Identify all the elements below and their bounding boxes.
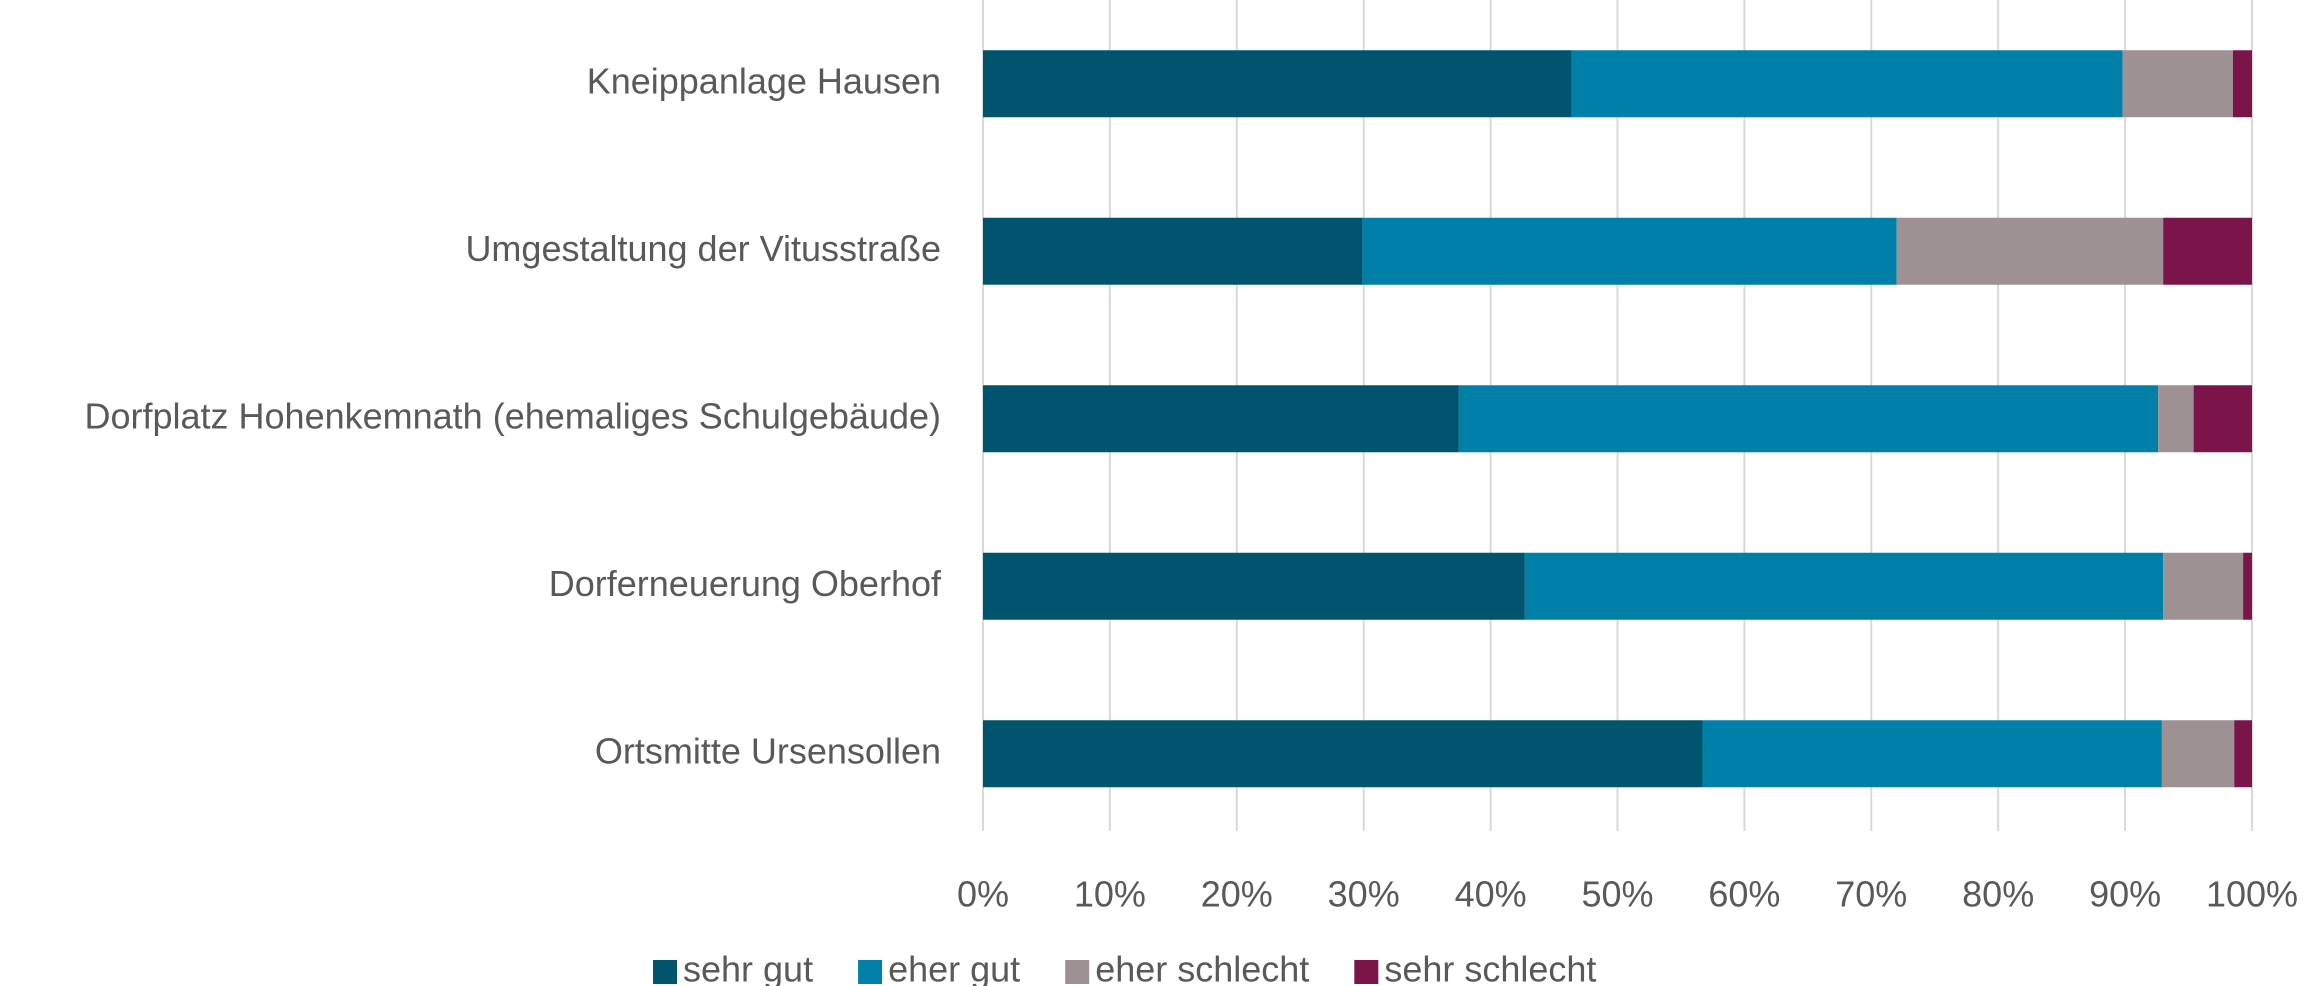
x-tick-label: 100%: [2206, 874, 2298, 915]
bar-segment: [2163, 552, 2244, 620]
y-tick-label: Dorferneuerung Oberhof: [549, 563, 942, 604]
bar-segment: [2163, 217, 2252, 285]
bar-segment: [2234, 720, 2252, 788]
bar-segment: [1524, 552, 2164, 620]
legend-label: sehr schlecht: [1384, 949, 1596, 986]
legend-swatch: [653, 960, 677, 984]
x-tick-label: 40%: [1455, 874, 1527, 915]
bar-segment: [983, 50, 1572, 118]
bar-segment: [2122, 50, 2233, 118]
x-tick-label: 50%: [1581, 874, 1653, 915]
legend-swatch: [858, 960, 883, 984]
y-tick-label: Dorfplatz Hohenkemnath (ehemaliges Schul…: [84, 395, 941, 436]
legend-swatch: [1065, 960, 1090, 984]
bar-segment: [983, 552, 1525, 620]
x-tick-label: 0%: [957, 874, 1009, 915]
bar-segment: [983, 720, 1703, 788]
bar-segment: [983, 385, 1459, 453]
x-tick-label: 20%: [1201, 874, 1273, 915]
bar-segment: [1702, 720, 2162, 788]
bar-segment: [2161, 720, 2235, 788]
y-tick-label: Kneippanlage Hausen: [587, 60, 941, 101]
bar-segment: [2158, 385, 2194, 453]
legend-swatch: [1354, 960, 1379, 984]
x-tick-label: 80%: [1962, 874, 2034, 915]
x-tick-label: 60%: [1708, 874, 1780, 915]
x-tick-label: 10%: [1074, 874, 1146, 915]
legend-label: eher gut: [888, 949, 1020, 986]
bar-segment: [983, 217, 1363, 285]
bar-segment: [2193, 385, 2252, 453]
x-tick-label: 30%: [1328, 874, 1400, 915]
y-tick-label: Umgestaltung der Vitusstraße: [465, 228, 941, 269]
bar-segment: [2243, 552, 2252, 620]
bar-segment: [1896, 217, 2164, 285]
bar-segment: [1458, 385, 2159, 453]
legend-label: eher schlecht: [1095, 949, 1309, 986]
x-tick-label: 90%: [2089, 874, 2161, 915]
y-tick-label: Ortsmitte Ursensollen: [595, 730, 941, 771]
bar-segment: [2232, 50, 2252, 118]
bar-segment: [1362, 217, 1897, 285]
legend-label: sehr gut: [683, 949, 813, 986]
x-tick-label: 70%: [1835, 874, 1907, 915]
bar-segment: [1571, 50, 2123, 118]
